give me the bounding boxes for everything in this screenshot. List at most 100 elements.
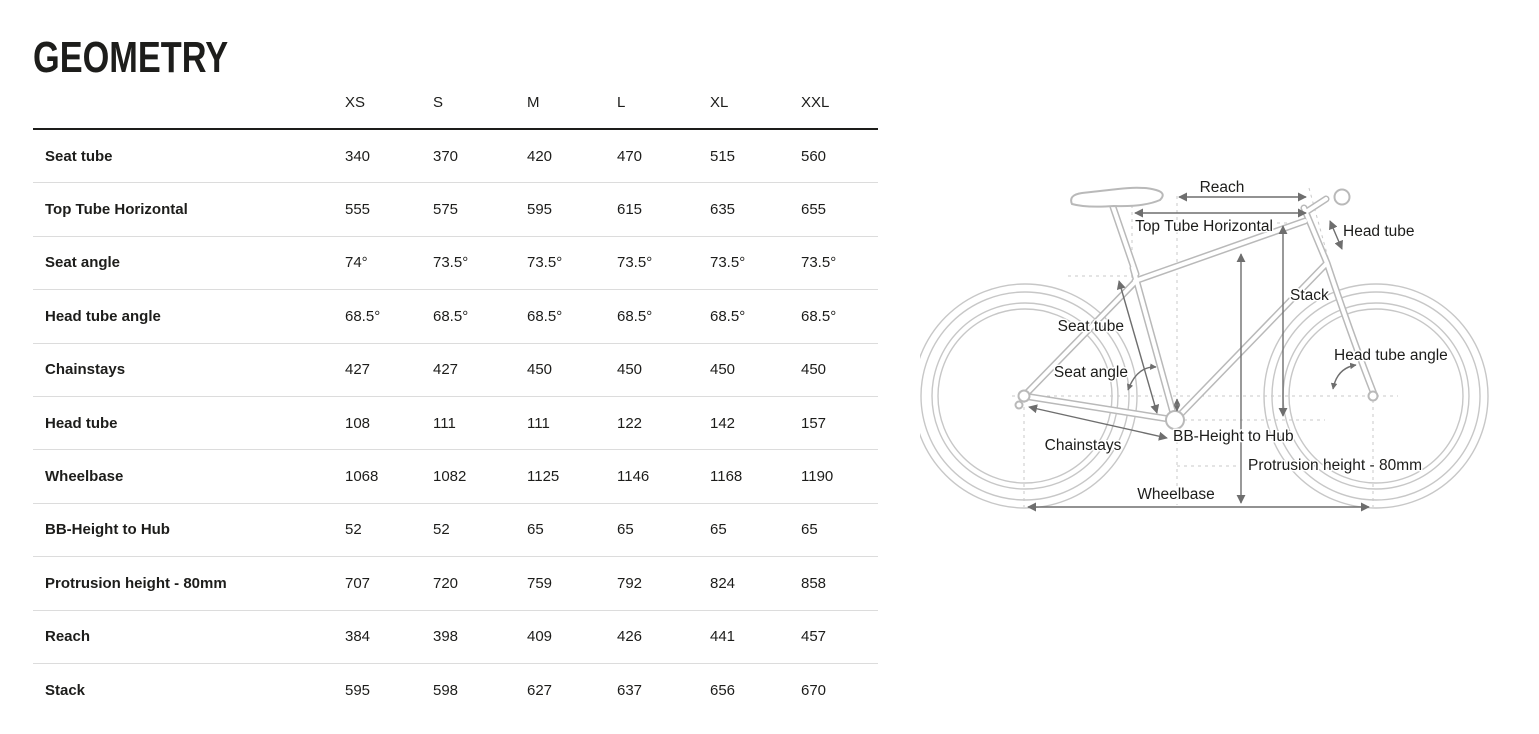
cell-value: 426: [617, 628, 643, 646]
cell-value: 1082: [433, 468, 467, 486]
cell-value: 52: [345, 521, 362, 539]
label-chainstays: Chainstays: [1045, 437, 1122, 454]
table-row-reach: Reach 384 398 409 426 441 457: [33, 611, 878, 664]
row-label: Head tube angle: [45, 307, 161, 325]
cell-value: 111: [433, 414, 456, 432]
cell-value: 65: [710, 521, 727, 539]
chainstays-arrow: [1028, 404, 1168, 441]
cell-value: 68.5°: [801, 307, 837, 325]
diagram-labels: Reach Top Tube Horizontal Head tube Stac…: [1043, 178, 1449, 505]
row-label: Protrusion height - 80mm: [45, 574, 227, 592]
column-header-xxl: XXL: [801, 94, 830, 111]
bike-geometry-diagram: Reach Top Tube Horizontal Head tube Stac…: [912, 148, 1539, 530]
cell-value: 515: [710, 147, 736, 165]
head-tube-angle-arc: [1330, 362, 1357, 390]
handlebar-grip: [1333, 188, 1351, 206]
cell-value: 68.5°: [710, 307, 746, 325]
cell-value: 398: [433, 628, 459, 646]
saddle: [1070, 186, 1164, 208]
cell-value: 792: [617, 574, 643, 592]
cell-value: 759: [527, 574, 553, 592]
cell-value: 595: [345, 682, 371, 700]
cell-value: 670: [801, 682, 827, 700]
cell-value: 65: [617, 521, 634, 539]
cell-value: 555: [345, 201, 371, 219]
table-row-bb-height-to-hub: BB-Height to Hub 52 52 65 65 65 65: [33, 504, 878, 558]
cell-value: 427: [345, 361, 371, 379]
row-label: Top Tube Horizontal: [45, 201, 188, 219]
cell-value: 441: [710, 628, 736, 646]
row-label: Reach: [45, 628, 91, 646]
head-tube-arrow: [1329, 220, 1343, 250]
cell-value: 68.5°: [527, 307, 563, 325]
cell-value: 1168: [710, 468, 743, 486]
row-label: Head tube: [45, 414, 118, 432]
construction-lines: [1012, 187, 1398, 507]
label-bb-height-to-hub: BB-Height to Hub: [1173, 428, 1294, 445]
seat-tube-arrow: [1116, 280, 1160, 414]
rear-derailleur: [1014, 400, 1024, 410]
column-header-m: M: [527, 94, 540, 111]
cell-value: 73.5°: [617, 254, 653, 272]
label-head-tube-angle: Head tube angle: [1334, 347, 1448, 364]
row-label: BB-Height to Hub: [45, 521, 170, 539]
table-row-seat-angle: Seat angle 74° 73.5° 73.5° 73.5° 73.5° 7…: [33, 237, 878, 291]
cell-value: 595: [527, 201, 553, 219]
table-row-top-tube-horizontal: Top Tube Horizontal 555 575 595 615 635 …: [33, 183, 878, 237]
row-label: Wheelbase: [45, 468, 124, 486]
table-row-seat-tube: Seat tube 340 370 420 470 515 560: [33, 130, 878, 184]
table-row-chainstays: Chainstays 427 427 450 450 450 450: [33, 344, 878, 397]
table-header-row: XS S M L XL XXL: [33, 88, 878, 130]
table-row-head-tube-angle: Head tube angle 68.5° 68.5° 68.5° 68.5° …: [33, 290, 878, 344]
cell-value: 409: [527, 628, 553, 646]
label-head-tube: Head tube: [1343, 223, 1415, 240]
row-label: Seat angle: [45, 254, 121, 272]
table-row-head-tube: Head tube 108 111 111 122 142 157: [33, 397, 878, 451]
label-stack: Stack: [1290, 287, 1329, 304]
cell-value: 142: [710, 414, 736, 432]
cell-value: 627: [527, 682, 553, 700]
cell-value: 111: [527, 414, 550, 432]
cell-value: 73.5°: [710, 254, 746, 272]
row-label: Chainstays: [45, 361, 126, 379]
cell-value: 824: [710, 574, 736, 592]
cell-value: 450: [527, 361, 553, 379]
cell-value: 560: [801, 147, 827, 165]
cell-value: 74°: [345, 254, 368, 272]
label-protrusion-height: Protrusion height - 80mm: [1248, 457, 1422, 474]
cell-value: 655: [801, 201, 827, 219]
cell-value: 575: [433, 201, 459, 219]
table-row-protrusion-height: Protrusion height - 80mm 707 720 759 792…: [33, 557, 878, 611]
label-wheelbase: Wheelbase: [1137, 486, 1215, 503]
cell-value: 427: [433, 361, 459, 379]
cell-value: 420: [527, 147, 553, 165]
cell-value: 370: [433, 147, 459, 165]
column-header-xl: XL: [710, 94, 729, 111]
geometry-table: XS S M L XL XXL Seat tube 340 370 420 47…: [33, 88, 878, 717]
label-seat-angle: Seat angle: [1054, 364, 1128, 381]
cell-value: 73.5°: [433, 254, 469, 272]
row-label: Seat tube: [45, 147, 113, 165]
label-seat-tube: Seat tube: [1058, 318, 1124, 335]
cell-value: 470: [617, 147, 643, 165]
cell-value: 73.5°: [801, 254, 837, 272]
cell-value: 450: [617, 361, 643, 379]
cell-value: 1190: [801, 468, 834, 486]
cell-value: 1146: [617, 468, 650, 486]
label-reach: Reach: [1200, 179, 1245, 196]
cell-value: 157: [801, 414, 827, 432]
table-row-wheelbase: Wheelbase 1068 1082 1125 1146 1168 1190: [33, 450, 878, 504]
cell-value: 122: [617, 414, 643, 432]
bottom-bracket: [1165, 410, 1185, 430]
column-header-xs: XS: [345, 94, 366, 111]
row-label: Stack: [45, 682, 86, 700]
cell-value: 340: [345, 147, 371, 165]
cell-value: 450: [801, 361, 827, 379]
cell-value: 52: [433, 521, 450, 539]
cell-value: 450: [710, 361, 736, 379]
cell-value: 707: [345, 574, 371, 592]
cell-value: 68.5°: [617, 307, 653, 325]
cell-value: 457: [801, 628, 827, 646]
seat-angle-arc: [1127, 363, 1157, 391]
column-header-l: L: [617, 94, 626, 111]
